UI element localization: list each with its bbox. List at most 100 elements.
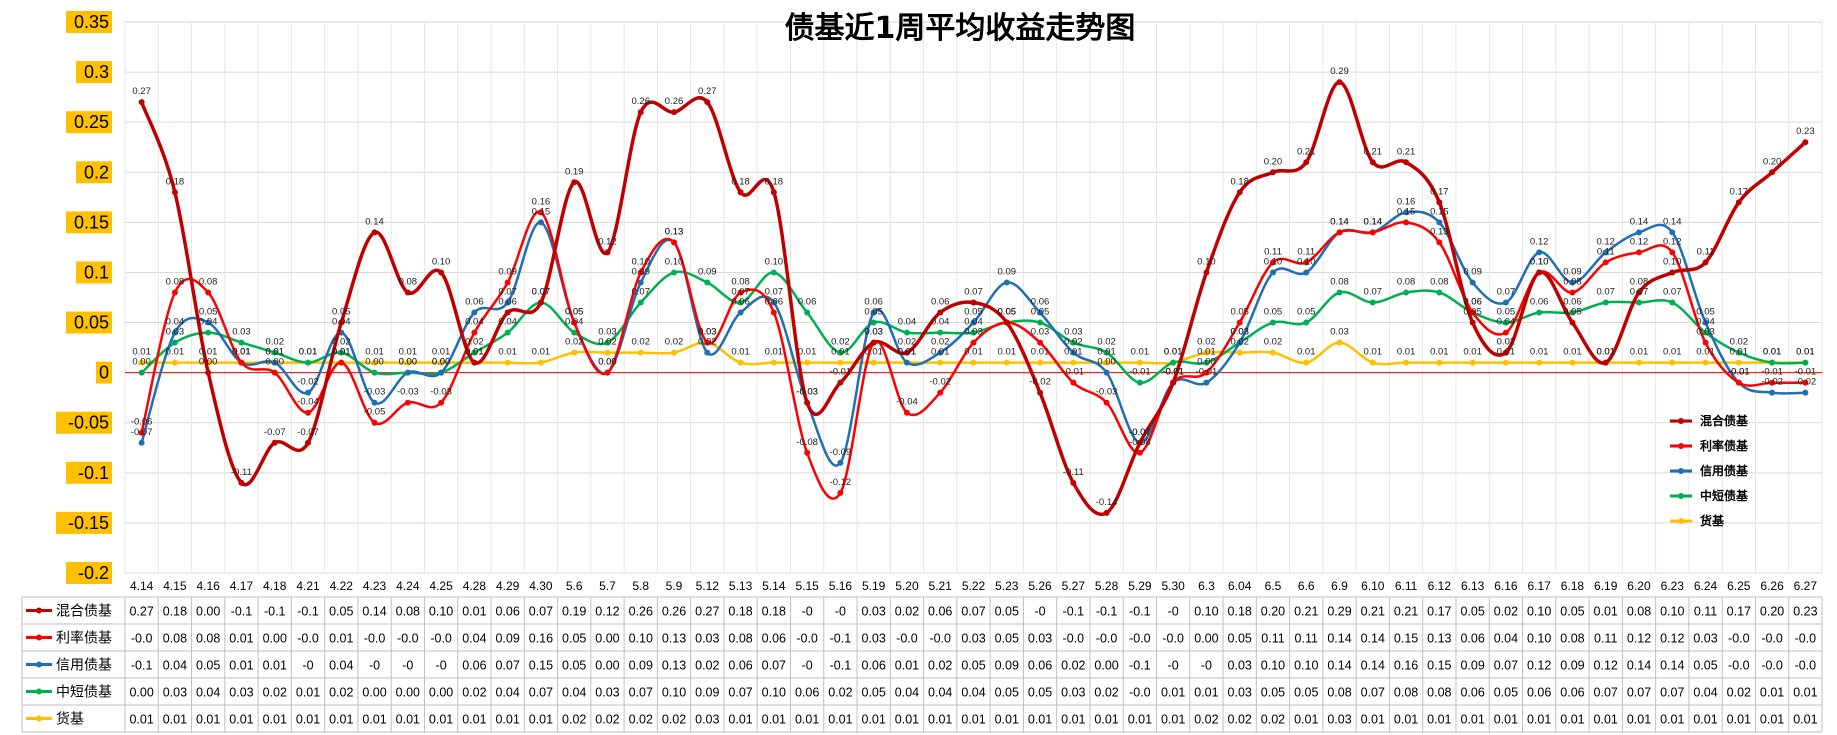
data-label: 0.15 [532,206,551,217]
table-series-name: 中短债基 [56,684,112,701]
data-label: 0.01 [365,347,384,358]
data-label: 0.03 [1696,327,1715,338]
data-label: 0.01 [199,347,218,358]
data-label: -0.03 [796,387,818,398]
table-cell: 0.01 [1760,713,1784,727]
x-tick-label: 5.6 [566,579,583,593]
table-cell: -0 [1034,605,1045,619]
data-label: 0.04 [898,317,917,328]
data-label: 0.01 [1730,347,1749,358]
table-cell: 0.03 [862,605,886,619]
table-cell: 0.15 [529,659,553,673]
data-label: -0.03 [796,387,818,398]
x-tick-label: 5.30 [1161,579,1185,593]
data-label: 0.06 [465,297,484,308]
x-tick-label: 6.19 [1594,579,1618,593]
data-point [1536,359,1543,366]
data-point [1769,359,1776,366]
legend-label: 利率债基 [1700,438,1749,453]
table-cell: -0.1 [830,659,852,673]
data-point [1369,359,1376,366]
table-cell: -0.0 [1795,659,1817,673]
data-label: 0.21 [1297,146,1316,157]
data-point [770,359,777,366]
data-label: 0.01 [898,347,917,358]
data-label: -0.02 [1029,377,1051,388]
data-point [1669,269,1676,276]
data-point [404,399,411,406]
data-label: 0.01 [1364,347,1383,358]
x-tick-label: 5.7 [599,579,616,593]
data-point [1403,159,1410,166]
data-point [1635,289,1642,296]
data-label: 0.00 [432,357,451,368]
table-cell: 0.01 [1793,686,1817,700]
data-point [903,359,910,366]
data-point [1635,229,1642,236]
y-tick-bg [66,111,112,134]
legend-marker [1678,418,1684,424]
series-0 [138,79,1809,517]
data-label: 0.06 [765,297,784,308]
table-cell: 0.01 [1194,686,1218,700]
data-label: 0.03 [1230,327,1249,338]
data-point [471,309,478,316]
table-cell: 0.10 [629,632,653,646]
data-point [1269,259,1276,266]
data-label: 0.01 [1164,347,1183,358]
data-point [1702,319,1709,326]
data-point [1336,289,1343,296]
table-cell: 0.02 [1494,605,1518,619]
data-label: 0.01 [864,347,883,358]
data-label: 0.02 [898,337,917,348]
data-label: 0.01 [232,347,251,358]
table-cell: 0.08 [196,632,220,646]
data-point [1303,359,1310,366]
x-tick-label: 5.12 [696,579,720,593]
table-cell: 0.05 [1028,686,1052,700]
data-point [1502,359,1509,366]
data-label: 0.14 [1364,216,1383,227]
table-cell: 0.01 [196,713,220,727]
data-label: 0.02 [1097,337,1116,348]
table-cell: 0.18 [762,605,786,619]
table-cell: -0.0 [1728,659,1750,673]
table-row-header: 货基 [26,711,84,728]
table-cell: 0.20 [1760,605,1784,619]
data-point [671,239,678,246]
x-tick-label: 4.15 [163,579,187,593]
table-cell: 0.04 [329,659,353,673]
x-tick-label: 5.21 [929,579,953,593]
table-cell: 0.01 [163,713,187,727]
data-label: 0.03 [1230,327,1249,338]
data-label: 0.07 [632,287,651,298]
table-cell: 0.01 [1394,713,1418,727]
data-point [1203,349,1210,356]
table-cell: 0.04 [928,686,952,700]
x-tick-label: 5.14 [762,579,786,593]
data-label: 0.01 [232,347,251,358]
data-point [1502,349,1509,356]
x-tick-label: 4.25 [429,579,453,593]
data-point [804,449,811,456]
table-cell: 0.21 [1394,605,1418,619]
x-tick-label: 4.24 [396,579,420,593]
x-tick-label: 5.20 [895,579,919,593]
table-cell: 0.04 [895,686,919,700]
table-cell: 0.10 [662,686,686,700]
legend-label: 中短债基 [1700,488,1749,503]
table-cell: -0.1 [264,605,286,619]
x-tick-label: 4.16 [197,579,221,593]
data-point [1502,329,1509,336]
table-cell: 0.05 [562,659,586,673]
data-label: 0.01 [332,347,351,358]
table-cell: 0.01 [229,632,253,646]
table-cell: 0.13 [1427,632,1451,646]
data-label: 0.09 [498,266,517,277]
data-point [837,379,844,386]
data-label: 0.18 [765,176,784,187]
table-cell: 0.00 [396,686,420,700]
data-label: -0.01 [1062,367,1084,378]
data-point [371,359,378,366]
data-label: 0.01 [498,347,517,358]
